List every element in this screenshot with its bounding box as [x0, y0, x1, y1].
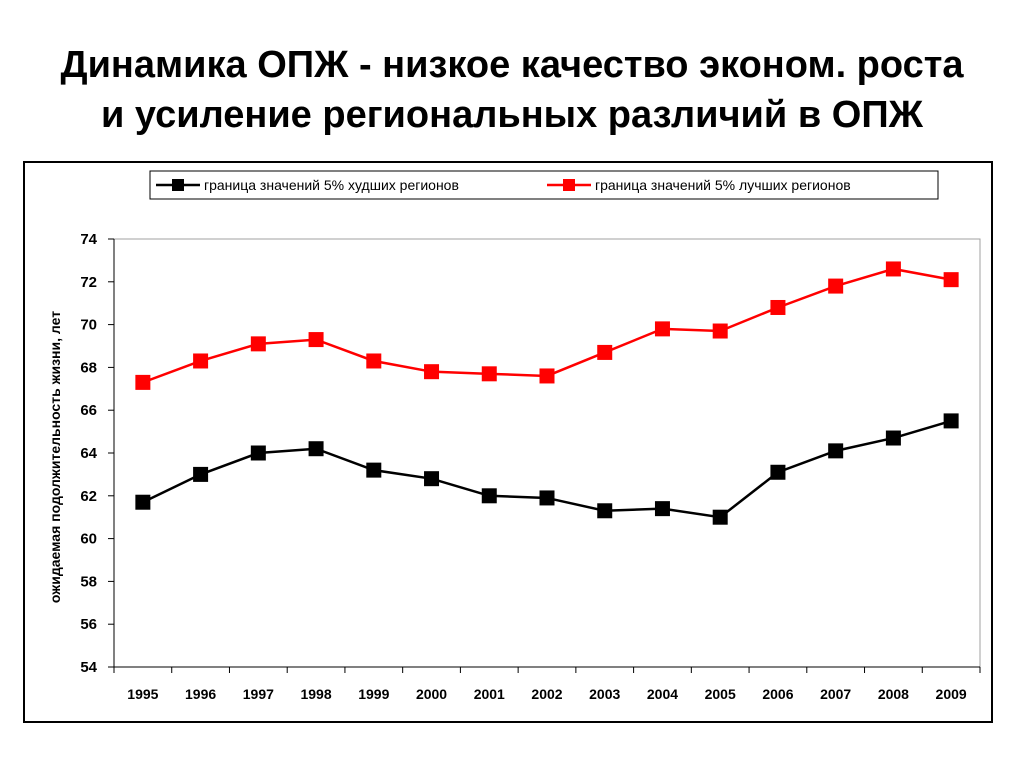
data-point [770, 464, 786, 480]
x-tick-label: 2000 [416, 686, 447, 702]
data-point [943, 413, 959, 429]
data-point [770, 299, 786, 315]
y-axis-title: ожидаемая подолжительность жизни, лет [47, 311, 63, 603]
y-tick-label: 74 [80, 231, 97, 248]
series-2 [135, 261, 959, 390]
data-point [943, 272, 959, 288]
data-point [539, 368, 555, 384]
x-axis: 1995 1996 1997 1998 1999 2000 2001 2002 2003 2004… [113, 667, 981, 702]
chart-frame [23, 161, 993, 723]
data-point [135, 374, 151, 390]
x-tick-label: 1996 [185, 686, 216, 702]
legend-entry-1: граница значений 5% худших регионов [156, 177, 459, 193]
x-tick-label: 2004 [647, 686, 678, 702]
data-point [539, 490, 555, 506]
y-tick-label: 68 [80, 359, 97, 376]
data-point [424, 471, 440, 487]
plot-border [113, 238, 981, 668]
x-tick-label: 2006 [762, 686, 793, 702]
data-point [135, 494, 151, 510]
data-point [193, 466, 209, 482]
x-tick-label: 2008 [878, 686, 909, 702]
x-tick-label: 1999 [358, 686, 389, 702]
data-point [654, 501, 670, 517]
x-tick-label: 2007 [820, 686, 851, 702]
y-axis: 54 56 58 60 62 64 66 68 70 72 74 [80, 231, 114, 676]
legend-entry-2: граница значений 5% лучших регионов [547, 177, 851, 193]
series-layer [135, 261, 959, 525]
x-tick-label: 2005 [705, 686, 736, 702]
y-tick-label: 58 [80, 573, 97, 590]
x-tick-label: 2009 [936, 686, 967, 702]
plot-area [113, 238, 981, 668]
y-tick-label: 64 [80, 445, 97, 462]
title-line-2: и усиление региональных различий в ОПЖ [101, 94, 923, 136]
x-tick-label: 1998 [300, 686, 331, 702]
x-tick-label: 1995 [127, 686, 158, 702]
data-point [250, 336, 266, 352]
y-tick-label: 70 [80, 317, 97, 334]
data-point [250, 445, 266, 461]
data-point [597, 344, 613, 360]
data-point [712, 323, 728, 339]
data-point [654, 321, 670, 337]
y-tick-label: 72 [80, 274, 97, 291]
y-tick-label: 56 [80, 616, 97, 633]
legend: граница значений 5% худших регионов грани… [149, 170, 939, 200]
data-point [885, 430, 901, 446]
data-point [828, 443, 844, 459]
y-tick-label: 66 [80, 402, 97, 419]
data-point [712, 509, 728, 525]
data-point [597, 503, 613, 519]
data-point [308, 441, 324, 457]
x-tick-label: 1997 [243, 686, 274, 702]
data-point [308, 332, 324, 348]
legend-label: граница значений 5% лучших регионов [595, 177, 851, 193]
y-tick-label: 62 [80, 488, 97, 505]
data-point [193, 353, 209, 369]
title-line-1: Динамика ОПЖ - низкое качество эконом. р… [60, 44, 964, 86]
legend-box [149, 170, 939, 200]
legend-label: граница значений 5% худших регионов [204, 177, 459, 193]
y-tick-label: 60 [80, 531, 97, 548]
data-point [885, 261, 901, 277]
slide-title: Динамика ОПЖ - низкое качество эконом. р… [0, 40, 1024, 140]
x-tick-label: 2003 [589, 686, 620, 702]
data-point [366, 462, 382, 478]
x-tick-label: 2001 [474, 686, 505, 702]
legend-marker [563, 179, 575, 191]
data-point [366, 353, 382, 369]
legend-marker [172, 179, 184, 191]
data-point [481, 488, 497, 504]
series-1 [135, 413, 959, 525]
data-point [828, 278, 844, 294]
y-tick-label: 54 [80, 659, 97, 676]
x-tick-label: 2002 [531, 686, 562, 702]
data-point [481, 366, 497, 382]
data-point [424, 364, 440, 380]
